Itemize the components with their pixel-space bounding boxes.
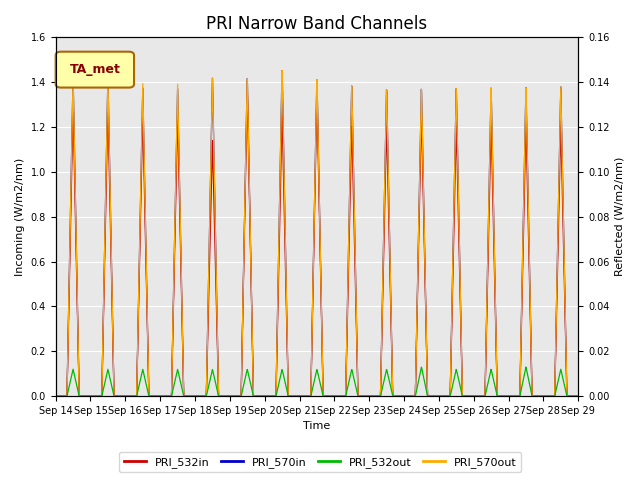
PRI_570in bbox=[574, 393, 582, 399]
PRI_570out bbox=[52, 393, 60, 399]
PRI_532out bbox=[111, 393, 119, 399]
PRI_570in bbox=[252, 393, 260, 399]
PRI_570out bbox=[111, 393, 119, 399]
PRI_570out bbox=[143, 260, 150, 266]
PRI_570out bbox=[275, 248, 282, 254]
PRI_532out bbox=[252, 393, 260, 399]
PRI_532in bbox=[52, 393, 60, 399]
PRI_532out bbox=[275, 382, 282, 387]
PRI_570in bbox=[508, 393, 516, 399]
Line: PRI_532in: PRI_532in bbox=[56, 92, 578, 396]
PRI_532out bbox=[143, 382, 150, 388]
PRI_570in bbox=[111, 393, 119, 399]
PRI_570out bbox=[574, 393, 582, 399]
PRI_532out bbox=[564, 393, 572, 399]
PRI_532out bbox=[508, 393, 515, 399]
PRI_570out bbox=[508, 393, 516, 399]
PRI_532out bbox=[52, 393, 60, 399]
Line: PRI_532out: PRI_532out bbox=[56, 367, 578, 396]
PRI_570in bbox=[278, 68, 286, 73]
PRI_570out bbox=[278, 68, 286, 73]
PRI_532in bbox=[574, 393, 582, 399]
PRI_532in bbox=[508, 393, 516, 399]
PRI_532in bbox=[252, 393, 260, 399]
PRI_532out bbox=[574, 393, 582, 399]
PRI_532in bbox=[275, 260, 283, 265]
PRI_532out bbox=[522, 364, 530, 370]
PRI_532in bbox=[143, 273, 150, 278]
Text: TA_met: TA_met bbox=[69, 63, 120, 76]
Y-axis label: Reflected (W/m2/nm): Reflected (W/m2/nm) bbox=[615, 157, 625, 276]
X-axis label: Time: Time bbox=[303, 421, 331, 432]
Line: PRI_570out: PRI_570out bbox=[56, 71, 578, 396]
PRI_532in bbox=[111, 393, 119, 399]
PRI_570in bbox=[275, 248, 282, 254]
Title: PRI Narrow Band Channels: PRI Narrow Band Channels bbox=[206, 15, 428, 33]
PRI_570out bbox=[252, 393, 260, 399]
Line: PRI_570in: PRI_570in bbox=[56, 71, 578, 396]
PRI_570out bbox=[564, 393, 572, 399]
PRI_570in bbox=[143, 262, 150, 268]
Legend: PRI_532in, PRI_570in, PRI_532out, PRI_570out: PRI_532in, PRI_570in, PRI_532out, PRI_57… bbox=[119, 452, 521, 472]
PRI_570in bbox=[52, 393, 60, 399]
PRI_570in bbox=[564, 393, 572, 399]
Y-axis label: Incoming (W/m2/nm): Incoming (W/m2/nm) bbox=[15, 157, 25, 276]
PRI_532in bbox=[564, 393, 572, 399]
PRI_532in bbox=[243, 89, 251, 95]
FancyBboxPatch shape bbox=[56, 52, 134, 87]
